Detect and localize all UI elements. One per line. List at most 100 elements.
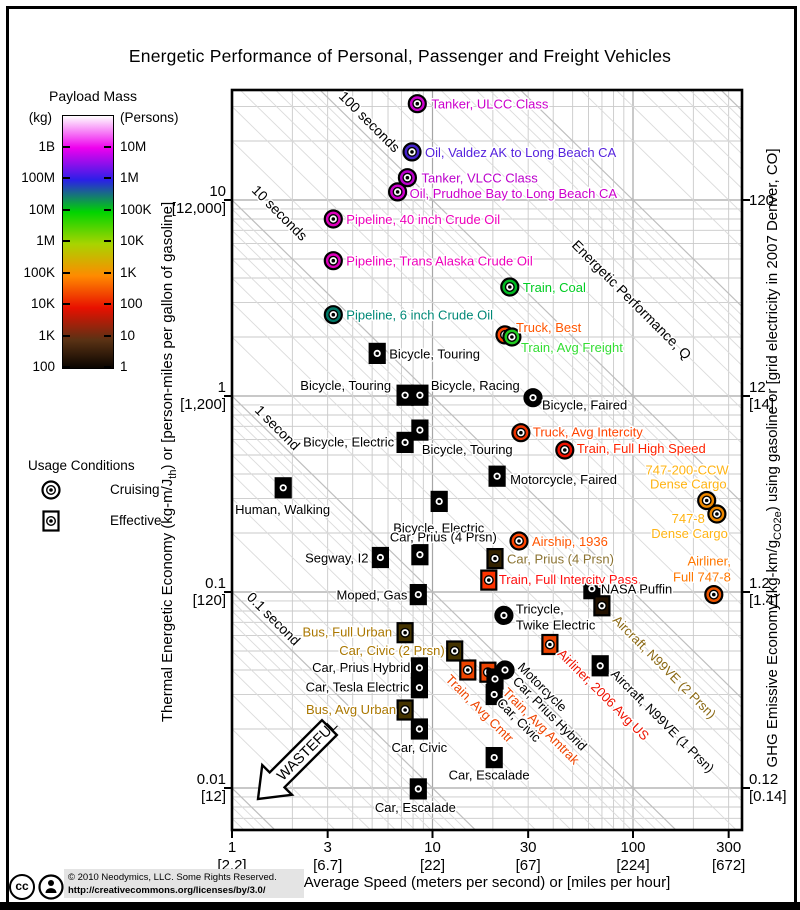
point-label-airship-1936: Airship, 1936 [532,534,608,549]
diagonal-grid-line [379,90,742,444]
marker-dot [563,448,567,452]
marker-dot [492,755,496,760]
point-airliner-full-747-8 [704,584,724,605]
y2-tick-label: 12 [749,379,766,396]
marker-dot [49,519,53,523]
y-axis-title: Thermal Energetic Economy (kg-m/Jth​) or… [159,202,179,722]
payload-tick-right [104,366,111,368]
marker-dot [403,630,407,635]
usage-legend-title: Usage Conditions [28,458,135,473]
diagonal-grid-line [232,635,432,830]
marker-dot [417,685,422,690]
effective-marker-icon [42,510,60,532]
payload-tick-right [104,177,111,180]
diagonal-grid-line [475,90,742,351]
payload-kg-label: 1M [36,233,55,249]
y2-tick-label: 1.2 [749,575,770,592]
footer-copyright: © 2010 Neodymics, LLC. Some Rights Reser… [68,872,277,883]
payload-tick-right [104,208,111,211]
payload-persons-label: 10K [120,233,145,249]
payload-kg-header: (kg) [28,110,52,125]
point-aircraft-n99ve-1-prsn [591,655,609,677]
diagonal-grid-line [299,90,742,522]
point-label-oil-prudhoe-bay-to-long-beach-ca: Oil, Prudhoe Bay to Long Beach CA [410,186,618,201]
x-tick-label: 1 [228,839,236,856]
marker-dot [375,351,379,356]
diagonal-grid-line [232,622,446,830]
point-tanker-ulcc-class [407,94,427,114]
payload-persons-label: 100K [120,201,152,217]
point-nasa-puffin [583,578,601,600]
x-axis-title: Average Speed (meters per second) or [mi… [304,874,671,891]
point-segway-i2 [371,546,389,569]
diagonal-grid-line [232,796,267,830]
usage-item-label: Cruising [110,482,160,497]
marker-dot [503,668,507,672]
payload-tick-left [63,334,70,337]
diagonal-grid-line [232,199,742,699]
point-oil-prudhoe-bay-to-long-beach-ca [388,182,408,202]
point-label-car-escalade: Car, Escalade [449,768,530,783]
point-label-nasa-puffin: NASA Puffin [601,582,672,597]
payload-kg-label: 100 [32,359,55,374]
diagonal-grid-line [414,90,742,410]
marker-dot [531,395,535,400]
marker-dot [510,335,514,339]
payload-tick-left [63,208,70,211]
point-motorcycle-faired [488,465,506,487]
marker-dot [403,440,407,445]
marker-dot [495,474,499,478]
payload-kg-label: 1K [38,327,55,343]
point-car-civic [485,683,503,706]
usage-item-label: Effective [110,513,162,528]
point-label-full-747-8: Full 747-8 [673,570,731,585]
payload-tick-right [104,303,111,306]
marker-dot [590,586,594,591]
diagonal-grid-line [640,90,742,189]
cc-icon: cc [9,874,35,900]
x-tick-label: 300 [716,839,741,856]
point-label-747-200-ccw: 747-200-CCW [646,462,730,477]
footer-license-url: http://creativecommons.org/licenses/by/3… [68,885,266,896]
point-motorcycle [495,660,515,680]
marker-dot [492,692,496,697]
diagonal-grid-line [239,90,742,581]
diagonal-grid-line [258,90,742,562]
marker-dot [415,101,420,106]
y-tick-label: 0.01 [197,771,226,788]
diagonal-grid-line [310,90,742,512]
point-label-bus-full-urban: Bus, Full Urban [303,625,393,640]
point-bicycle-faired [523,388,543,408]
point-label-tricycle: Tricycle, [516,601,564,616]
marker-dot [331,258,336,263]
point-label-747-8: 747-8 [672,511,705,526]
payload-persons-label: 1M [120,170,139,186]
diagonal-label-1-second: 1 second [252,402,303,453]
x-tick-label-alt: [672] [712,857,745,874]
diagonal-grid-line [232,728,336,830]
diagonal-grid-line [274,90,742,547]
point-label-car-tesla-electric: Car, Tesla Electric [306,680,410,695]
diagonal-grid-line [232,395,677,830]
marker-dot [418,552,422,557]
diagonal-grid-line [720,90,742,111]
marker-dot [403,708,407,712]
point-bicycle-electric [396,431,414,453]
diagonal-grid-line [232,208,742,708]
marker-dot [493,556,497,561]
diagonal-grid-line [232,230,742,730]
marker-dot [600,604,604,608]
marker-dot [416,592,421,597]
point-bicycle-touring [396,384,414,406]
point-label-bicycle-faired: Bicycle, Faired [542,398,627,413]
point-car-escalade [409,778,427,800]
point-train-coal [500,277,520,297]
point-label-bicycle-touring: Bicycle, Touring [422,442,513,457]
marker-dot [466,668,470,672]
marker-dot [418,428,422,432]
page-title: Energetic Performance of Personal, Passe… [128,46,672,66]
marker-dot [548,642,552,647]
wasteful-arrow-shape [256,718,339,801]
point-label-oil-valdez-ak-to-long-beach-ca: Oil, Valdez AK to Long Beach CA [425,145,617,160]
marker-dot [403,393,407,397]
